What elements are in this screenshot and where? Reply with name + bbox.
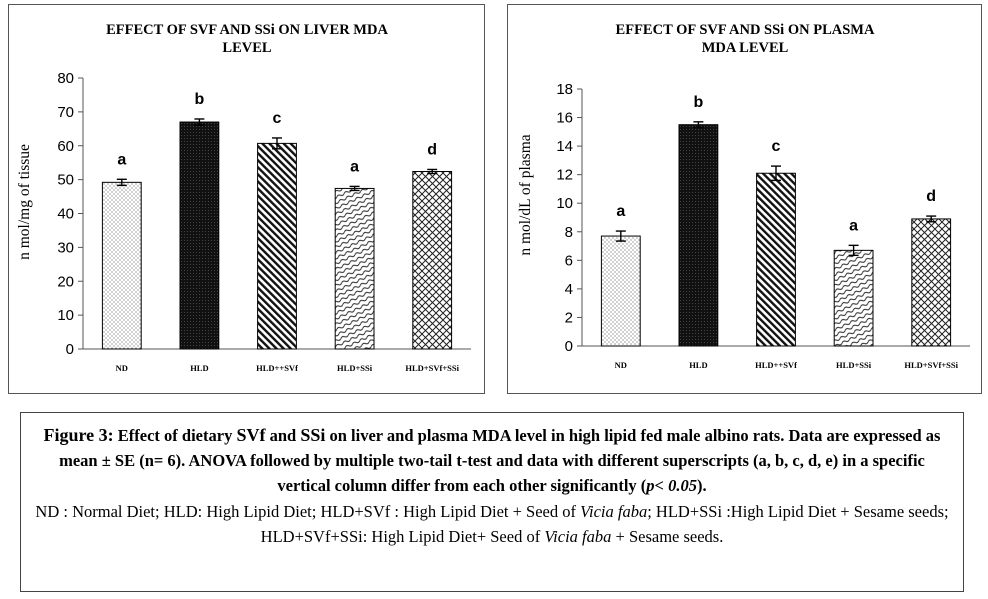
y-tick-label: 16 (556, 110, 573, 127)
significance-letter: c (273, 110, 282, 127)
significance-letter: a (350, 158, 359, 175)
error-bar (116, 178, 127, 187)
bar-hld-ssi (334, 187, 375, 350)
bar-hld-svf (756, 172, 796, 347)
y-axis-label: n mol/dL of plasma (517, 134, 534, 255)
notes-vicia-faba: Vicia faba (580, 502, 648, 521)
notes-part: : High Lipid Diet + Seed of (390, 502, 581, 521)
caption-part: < (654, 476, 669, 495)
caption-part: and (265, 426, 301, 445)
caption-part: Effect of dietary (113, 426, 237, 445)
significance-letter: b (195, 91, 205, 108)
y-tick-label: 60 (57, 138, 74, 155)
chart-title-line: EFFECT OF SVF AND SSi ON LIVER MDA (106, 22, 388, 38)
significance-letter: b (694, 94, 704, 111)
error-bar (848, 244, 859, 257)
significance-letter: a (117, 151, 126, 168)
error-bar (693, 121, 704, 129)
bar-hld-ssi (833, 249, 874, 347)
caption-ssi: SSi (300, 425, 326, 445)
chart-title-line: EFFECT OF SVF AND SSi ON PLASMA (616, 22, 875, 38)
x-category-label: HLD (190, 363, 208, 373)
caption-svf: SVf (236, 425, 266, 445)
caption-main-text: Figure 3: Effect of dietary SVf and SSi … (35, 423, 949, 498)
caption-pvalue: 0.05 (668, 476, 697, 495)
plasma-mda-chart-panel: EFFECT OF SVF AND SSi ON PLASMA MDA LEVEL… (507, 4, 982, 394)
x-category-label: HLD++SVf (755, 360, 797, 370)
y-tick-label: 2 (565, 309, 573, 326)
y-tick-label: 18 (556, 81, 573, 98)
error-bar (349, 185, 360, 192)
y-tick-label: 14 (556, 138, 573, 155)
liver-mda-chart: EFFECT OF SVF AND SSi ON LIVER MDA LEVEL n… (16, 22, 471, 373)
caption-part: ). (696, 476, 707, 495)
y-tick-label: 8 (565, 224, 573, 241)
y-tick-label: 0 (66, 341, 74, 358)
significance-letter: d (926, 188, 936, 205)
error-bar (194, 118, 205, 126)
y-tick-label: 0 (565, 338, 573, 355)
bar-hld (678, 124, 719, 347)
caption-part: on liver and plasma MDA level in high li… (59, 426, 941, 495)
bar-hld-svf (257, 142, 297, 350)
y-axis-label: n mol/mg of tissue (16, 144, 33, 260)
significance-letter: d (427, 141, 437, 158)
y-tick-label: 10 (57, 307, 74, 324)
liver-mda-chart-panel: EFFECT OF SVF AND SSi ON LIVER MDA LEVEL n… (8, 4, 485, 394)
x-category-label: ND (116, 363, 128, 373)
bar-nd (101, 181, 142, 350)
chart-title-line: MDA LEVEL (702, 40, 789, 56)
x-category-label: HLD (689, 360, 707, 370)
bar-hld-svf-ssi (911, 218, 952, 347)
y-tick-label: 12 (556, 167, 573, 184)
error-bar (926, 215, 937, 223)
error-bar (771, 165, 781, 182)
bar-hld-svf-ssi (412, 170, 453, 350)
y-tick-label: 50 (57, 172, 74, 189)
bar-hld (179, 121, 220, 350)
notes-vicia-faba: Vicia faba (544, 527, 612, 546)
notes-part: ; HLD+SSi :High Lipid Diet + Sesame seed… (260, 502, 949, 546)
caption-abbreviations: ND : Normal Diet; HLD: High Lipid Diet; … (35, 499, 949, 549)
significance-letter: c (772, 138, 781, 155)
y-tick-label: 80 (57, 70, 74, 87)
y-tick-label: 20 (57, 273, 74, 290)
significance-letter: a (849, 217, 858, 234)
y-tick-label: 40 (57, 206, 74, 223)
x-category-label: HLD+SSi (836, 360, 872, 370)
x-category-label: HLD+SVf+SSi (904, 360, 958, 370)
plasma-mda-chart: EFFECT OF SVF AND SSi ON PLASMA MDA LEVEL… (517, 22, 970, 370)
y-tick-label: 10 (556, 195, 573, 212)
error-bar (427, 168, 438, 175)
error-bar (272, 137, 282, 150)
notes-svf: SVf (363, 502, 391, 521)
x-category-label: HLD++SVf (256, 363, 298, 373)
y-tick-label: 6 (565, 252, 573, 269)
notes-part: + Sesame seeds. (611, 527, 724, 546)
caption-p: p (646, 476, 655, 495)
y-tick-label: 30 (57, 239, 74, 256)
y-tick-label: 70 (57, 104, 74, 121)
notes-part: ND : Normal Diet; HLD: High Lipid Diet; … (35, 502, 364, 521)
x-category-label: HLD+SSi (337, 363, 373, 373)
chart-title-line: LEVEL (222, 40, 271, 56)
x-category-label: ND (615, 360, 627, 370)
error-bar (615, 230, 626, 242)
bar-nd (600, 235, 641, 347)
significance-letter: a (616, 203, 625, 220)
figure-label: Figure 3: (43, 425, 114, 445)
y-tick-label: 4 (565, 281, 573, 298)
x-category-label: HLD+SVf+SSi (405, 363, 459, 373)
figure-caption: Figure 3: Effect of dietary SVf and SSi … (20, 412, 964, 592)
